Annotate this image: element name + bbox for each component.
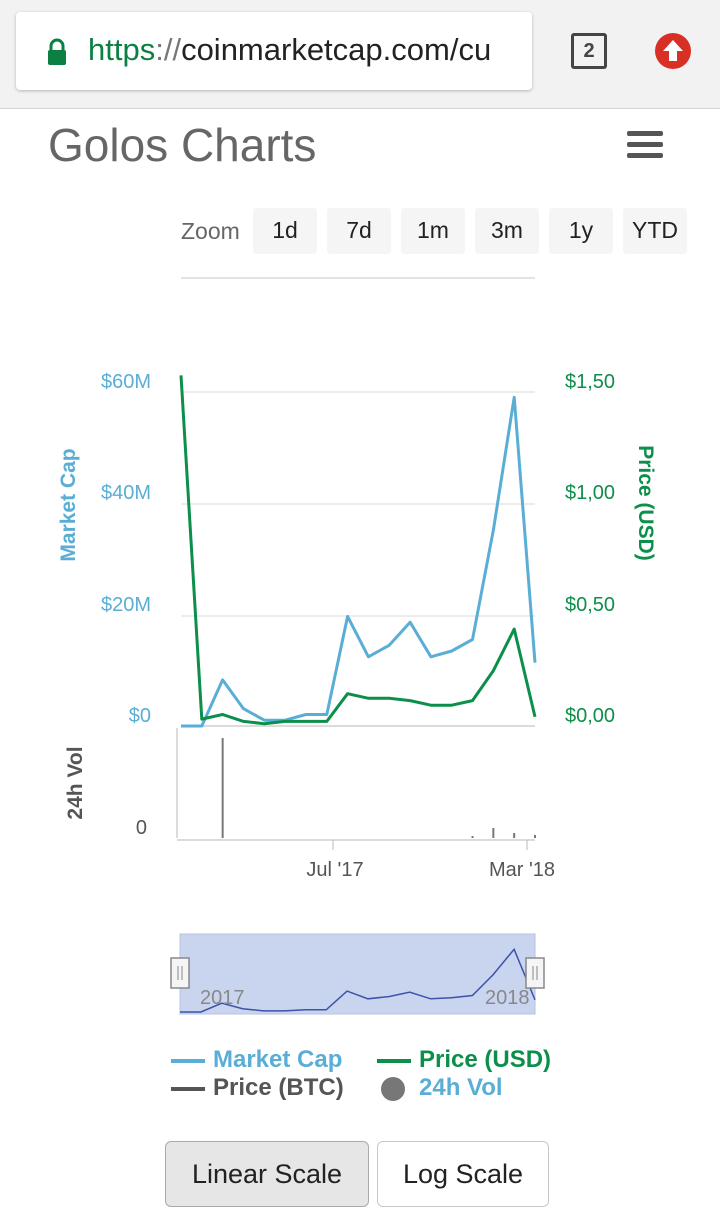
hamburger-menu-icon[interactable] bbox=[627, 131, 663, 159]
legend-swatch bbox=[377, 1059, 411, 1063]
address-bar[interactable]: https://coinmarketcap.com/cu bbox=[16, 12, 532, 90]
navigator-handle-left[interactable] bbox=[170, 957, 190, 989]
zoom-button-ytd[interactable]: YTD bbox=[623, 208, 687, 254]
navigator-tick: 2017 bbox=[200, 987, 245, 1009]
legend-swatch bbox=[381, 1077, 405, 1101]
zoom-button-1y[interactable]: 1y bbox=[549, 208, 613, 254]
right-axis-title: Price (USD) bbox=[634, 445, 657, 561]
zoom-label: Zoom bbox=[181, 218, 240, 244]
url-text: https://coinmarketcap.com/cu bbox=[88, 32, 492, 67]
right-axis-tick: $1,00 bbox=[565, 482, 615, 504]
legend-swatch bbox=[171, 1059, 205, 1063]
series-line-price-usd- bbox=[179, 375, 537, 726]
price-chart: $60M $40M $20M $0 Market Cap $1,50 $1,00… bbox=[57, 277, 657, 1015]
right-axis-tick: $0,00 bbox=[565, 705, 615, 727]
navigator-tick: 2018 bbox=[485, 987, 530, 1009]
left-axis-title: Market Cap bbox=[57, 448, 80, 561]
lock-icon bbox=[48, 38, 66, 65]
right-axis-tick: $0,50 bbox=[565, 594, 615, 616]
x-axis-tick: Mar '18 bbox=[489, 859, 555, 881]
left-axis-tick: $20M bbox=[101, 594, 151, 616]
left-axis-tick: $0 bbox=[129, 705, 151, 727]
navigator-series-line bbox=[180, 947, 536, 1013]
volume-axis-title: 24h Vol bbox=[64, 746, 87, 819]
legend-label: 24h Vol bbox=[419, 1074, 503, 1101]
page-title: Golos Charts bbox=[48, 119, 317, 171]
series-line-market-cap bbox=[181, 395, 537, 728]
zoom-button-1d[interactable]: 1d bbox=[253, 208, 317, 254]
legend-label: Price (USD) bbox=[419, 1046, 552, 1073]
browser-toolbar: https://coinmarketcap.com/cu 2 bbox=[0, 0, 720, 109]
legend-label: Market Cap bbox=[213, 1046, 343, 1073]
zoom-button-7d[interactable]: 7d bbox=[327, 208, 391, 254]
left-axis-tick: $40M bbox=[101, 482, 151, 504]
navigator-range[interactable] bbox=[179, 933, 536, 1015]
tab-switcher-button[interactable]: 2 bbox=[571, 33, 607, 69]
update-arrow-icon[interactable] bbox=[655, 33, 691, 69]
legend-label: Price (BTC) bbox=[213, 1074, 344, 1101]
zoom-button-1m[interactable]: 1m bbox=[401, 208, 465, 254]
x-axis-tick: Jul '17 bbox=[306, 859, 363, 881]
right-axis-tick: $1,50 bbox=[565, 371, 615, 393]
volume-axis-tick: 0 bbox=[136, 817, 147, 839]
zoom-button-3m[interactable]: 3m bbox=[475, 208, 539, 254]
log-scale-button[interactable]: Log Scale bbox=[377, 1141, 549, 1207]
navigator-handle-right[interactable] bbox=[525, 957, 545, 989]
left-axis-tick: $60M bbox=[101, 371, 151, 393]
legend-swatch bbox=[171, 1087, 205, 1091]
linear-scale-button[interactable]: Linear Scale bbox=[165, 1141, 369, 1207]
